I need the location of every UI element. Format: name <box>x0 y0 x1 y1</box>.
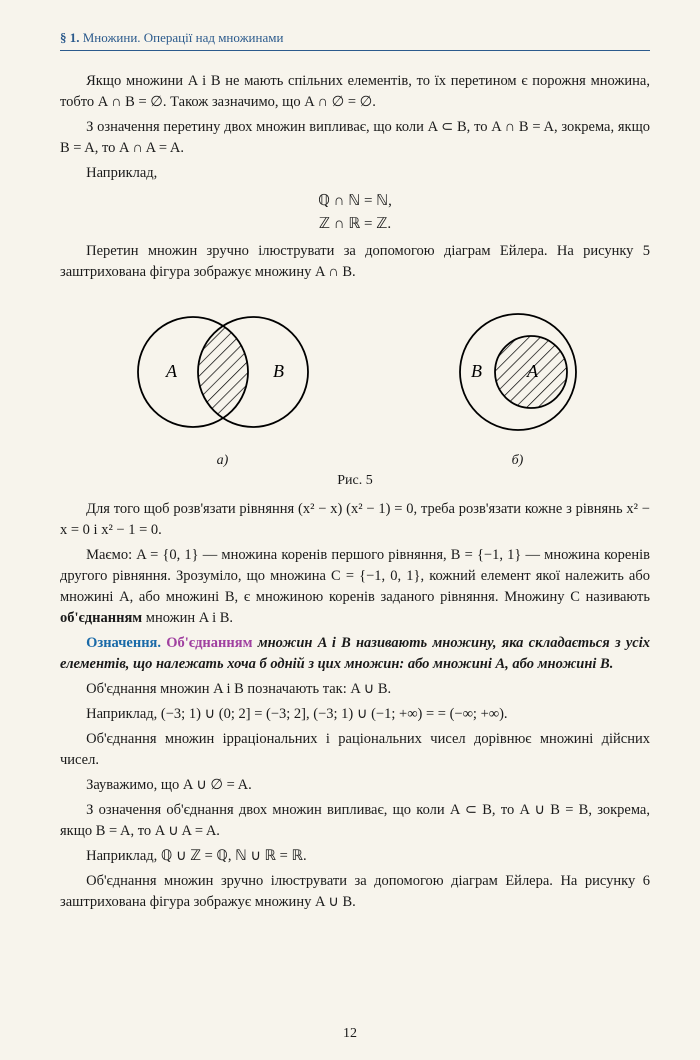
paragraph: Якщо множини A і B не мають спільних еле… <box>60 71 650 113</box>
paragraph: Для того щоб розв'язати рівняння (x² − x… <box>60 499 650 541</box>
definition: Означення. Об'єднанням множин A і B нази… <box>60 633 650 675</box>
figure-sub-label: б) <box>433 453 603 469</box>
paragraph: Об'єднання множин A і B позначають так: … <box>60 679 650 700</box>
math-display: ℚ ∩ ℕ = ℕ, ℤ ∩ ℝ = ℤ. <box>60 190 650 235</box>
paragraph: Наприклад, ℚ ∪ ℤ = ℚ, ℕ ∪ ℝ = ℝ. <box>60 846 650 867</box>
paragraph: Наприклад, <box>60 163 650 184</box>
paragraph: Маємо: A = {0, 1} — множина коренів перш… <box>60 545 650 629</box>
svg-text:B: B <box>273 361 284 381</box>
figure-row: A B а) B A б) <box>60 297 650 469</box>
definition-label: Означення. <box>86 635 161 651</box>
textbook-page: § 1. Множини. Операції над множинами Якщ… <box>0 0 700 1060</box>
definition-keyword: Об'єднанням <box>166 635 252 651</box>
paragraph: Об'єднання множин зручно ілюструвати за … <box>60 871 650 913</box>
figure-caption: Рис. 5 <box>60 473 650 489</box>
svg-text:A: A <box>526 361 539 381</box>
page-header: § 1. Множини. Операції над множинами <box>60 30 650 51</box>
figure-sub-label: а) <box>108 453 338 469</box>
venn-diagram-a: A B а) <box>108 297 338 469</box>
svg-text:A: A <box>165 361 178 381</box>
section-number: § 1. <box>60 30 80 45</box>
paragraph: З означення перетину двох множин виплива… <box>60 117 650 159</box>
paragraph: Об'єднання множин ірраціональних і раціо… <box>60 729 650 771</box>
paragraph: Зауважимо, що A ∪ ∅ = A. <box>60 775 650 796</box>
svg-text:B: B <box>471 361 482 381</box>
paragraph: З означення об'єднання двох множин випли… <box>60 800 650 842</box>
section-title: Множини. Операції над множинами <box>83 30 284 45</box>
paragraph: Наприклад, (−3; 1) ∪ (0; 2] = (−3; 2], (… <box>60 704 650 725</box>
venn-diagram-b: B A б) <box>433 297 603 469</box>
paragraph: Перетин множин зручно ілюструвати за доп… <box>60 241 650 283</box>
page-number: 12 <box>0 1026 700 1042</box>
